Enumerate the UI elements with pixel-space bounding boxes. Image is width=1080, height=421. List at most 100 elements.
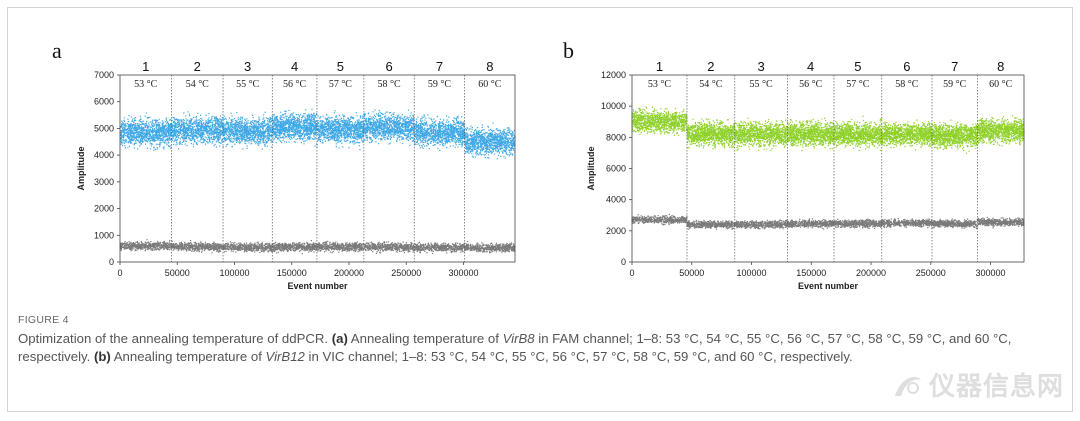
droplet — [314, 136, 316, 139]
droplet — [346, 123, 348, 125]
droplet — [120, 132, 122, 134]
droplet — [330, 133, 332, 135]
droplet — [185, 128, 187, 130]
droplet — [285, 128, 287, 130]
droplet — [284, 113, 286, 115]
droplet — [263, 134, 265, 136]
droplet — [243, 128, 245, 130]
droplet — [352, 135, 354, 138]
droplet — [179, 141, 181, 143]
droplet — [289, 131, 291, 133]
droplet — [361, 125, 363, 128]
droplet — [135, 135, 138, 138]
droplet — [274, 119, 277, 122]
droplet — [334, 137, 336, 140]
droplet — [248, 136, 251, 138]
droplet — [169, 125, 171, 127]
droplet — [145, 123, 147, 125]
droplet — [325, 126, 327, 129]
droplet — [277, 130, 279, 132]
droplet — [139, 138, 142, 140]
droplet — [160, 130, 162, 132]
droplet — [308, 132, 310, 135]
droplet — [248, 129, 251, 131]
droplet — [306, 128, 308, 130]
droplet — [275, 126, 277, 128]
droplet — [234, 134, 236, 136]
droplet — [218, 142, 220, 144]
droplet — [291, 128, 293, 130]
droplet — [226, 121, 228, 123]
droplet — [253, 126, 255, 128]
droplet — [354, 132, 356, 134]
droplet — [164, 129, 166, 131]
droplet — [140, 134, 142, 136]
droplet — [164, 134, 166, 137]
droplet — [361, 140, 363, 142]
droplet — [150, 135, 152, 138]
droplet — [350, 135, 352, 137]
droplet — [226, 130, 228, 132]
droplet — [329, 117, 331, 119]
droplet — [236, 130, 238, 132]
droplet — [355, 127, 357, 129]
droplet — [276, 119, 278, 121]
droplet — [329, 132, 331, 134]
droplet — [209, 137, 211, 139]
droplet — [335, 126, 338, 128]
droplet — [305, 124, 307, 127]
droplet — [307, 122, 309, 125]
droplet — [270, 118, 273, 120]
droplet — [277, 125, 279, 127]
droplet — [302, 128, 304, 130]
droplet — [253, 122, 255, 124]
droplet — [343, 127, 345, 130]
droplet — [328, 139, 330, 141]
droplet — [139, 142, 141, 144]
droplet — [129, 135, 131, 137]
droplet — [298, 116, 300, 118]
droplet — [359, 134, 361, 136]
droplet — [171, 119, 173, 121]
droplet — [174, 122, 176, 124]
droplet — [182, 130, 184, 132]
droplet — [187, 126, 189, 128]
droplet — [214, 128, 216, 130]
droplet — [244, 118, 246, 120]
droplet — [252, 138, 254, 140]
droplet — [310, 117, 312, 120]
droplet — [281, 129, 283, 131]
droplet — [156, 130, 158, 133]
droplet — [335, 131, 337, 133]
droplet — [304, 125, 306, 127]
droplet — [326, 129, 328, 131]
droplet — [155, 133, 157, 135]
droplet — [141, 132, 143, 134]
droplet — [228, 131, 230, 134]
droplet — [268, 133, 270, 135]
droplet — [244, 130, 246, 132]
droplet — [156, 135, 158, 138]
droplet — [248, 139, 251, 141]
droplet — [294, 126, 296, 128]
droplet — [250, 121, 252, 123]
droplet — [268, 126, 270, 128]
droplet — [232, 123, 234, 125]
droplet — [357, 123, 359, 125]
droplet — [140, 118, 142, 120]
droplet — [216, 128, 218, 130]
droplet — [332, 124, 334, 126]
droplet — [265, 142, 267, 144]
droplet — [279, 140, 282, 142]
droplet — [201, 135, 203, 137]
droplet — [293, 125, 296, 127]
droplet — [343, 125, 345, 127]
droplet — [242, 133, 244, 135]
droplet — [140, 143, 142, 145]
droplet — [178, 148, 180, 150]
droplet — [212, 133, 214, 135]
droplet — [225, 131, 227, 133]
droplet — [200, 138, 202, 140]
droplet — [170, 132, 172, 134]
droplet — [186, 131, 188, 134]
